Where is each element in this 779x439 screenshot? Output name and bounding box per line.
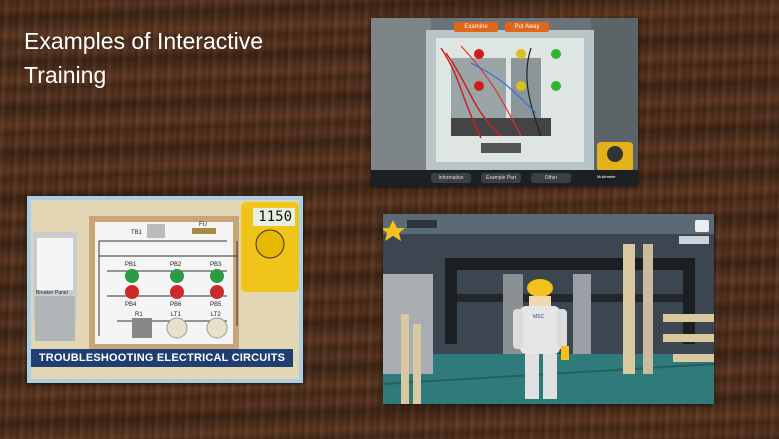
label-pb5: PB5 — [210, 302, 222, 308]
label-pb4: PB4 — [125, 302, 137, 308]
label-fu: FU — [199, 222, 207, 228]
label-pb2: PB2 — [170, 262, 182, 268]
label-pb6: PB6 — [170, 302, 182, 308]
meter-reading: 1150 — [253, 208, 295, 226]
label-pb3: PB3 — [210, 262, 222, 268]
label-breaker-panel: Breaker Panel — [36, 290, 68, 296]
slide-title: Examples of Interactive Training — [24, 28, 264, 88]
label-lt2: LT2 — [211, 312, 221, 318]
tab-example-part[interactable]: Example Part — [481, 173, 521, 183]
tab-other[interactable]: Other — [531, 173, 571, 183]
label-r1: R1 — [135, 312, 143, 318]
electrical-panel-scene — [371, 18, 638, 186]
label-tb1: TB1 — [131, 230, 143, 236]
label-pb1: PB1 — [125, 262, 137, 268]
plant-scene — [383, 214, 714, 404]
multimeter-label: Multimeter — [597, 174, 616, 179]
troubleshooting-banner: TROUBLESHOOTING ELECTRICAL CIRCUITS — [31, 349, 293, 367]
examine-button[interactable]: Examine — [454, 22, 498, 32]
put-away-button[interactable]: Put Away — [505, 22, 549, 32]
industrial-plant-simulation-image: MSC — [383, 214, 714, 404]
electrical-panel-simulation-image: Examine Put Away Information Example Par… — [371, 18, 638, 186]
tab-information[interactable]: Information — [431, 173, 471, 183]
msc-badge: MSC — [533, 314, 545, 320]
troubleshooting-circuits-image: 1150 TB1 FU PB1 PB2 PB3 PB4 PB6 PB5 R1 L… — [27, 196, 303, 383]
label-lt1: LT1 — [171, 312, 181, 318]
